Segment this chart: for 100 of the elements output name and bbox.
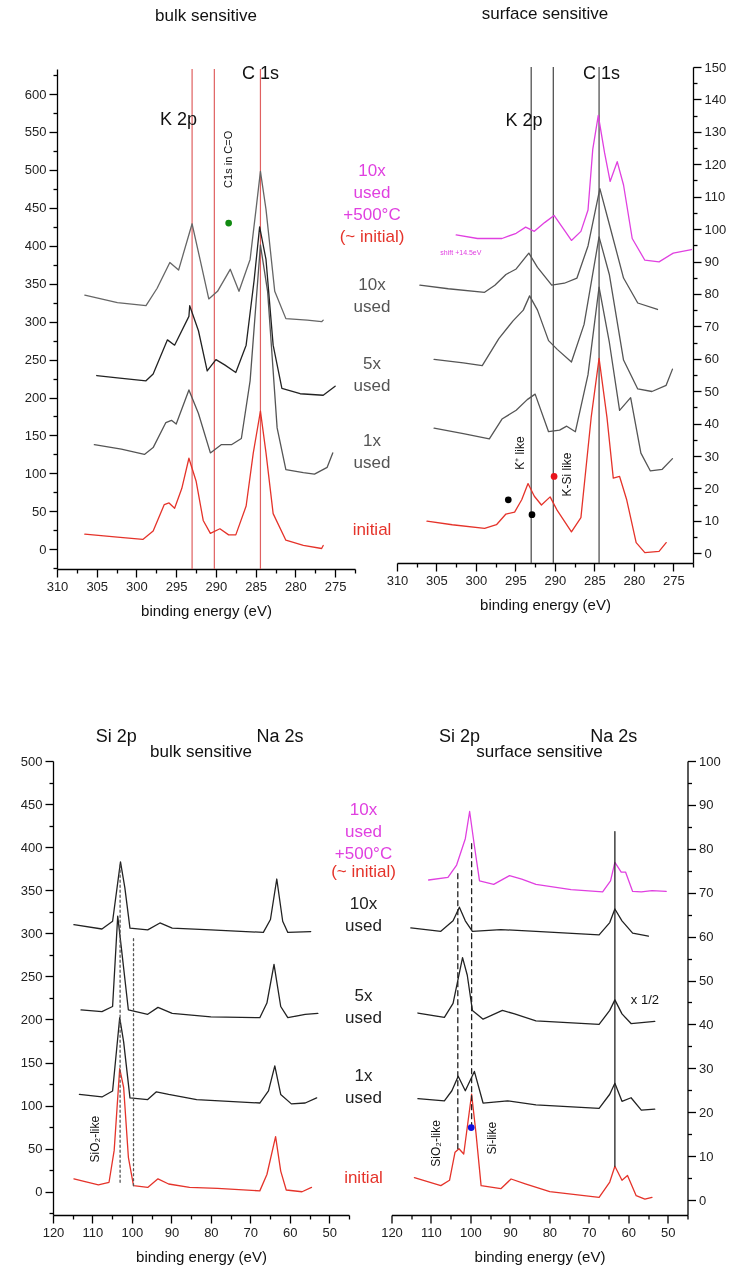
text: Si 2p: [95, 726, 137, 746]
x-tick-label: 90: [164, 1224, 180, 1240]
point: [550, 473, 558, 480]
line-series: [427, 810, 667, 893]
y2-tick-label: 40: [699, 1016, 714, 1032]
text: 10x used +500°C: [334, 799, 393, 863]
x-tick-label: 80: [204, 1224, 219, 1240]
y2-tick-label: 20: [704, 480, 719, 496]
x-tick-label: 275: [662, 572, 685, 588]
annotation: (~ initial): [331, 862, 396, 881]
y2-tick-label: 60: [704, 351, 719, 367]
annotation: K 2p: [160, 108, 198, 129]
x-axis-title: binding energy (eV): [136, 1247, 267, 1265]
x-tick-label: 100: [460, 1224, 482, 1240]
x-axis-title: binding energy (eV): [480, 595, 611, 613]
x-tick-label: 290: [544, 572, 567, 588]
text: 1x used: [345, 1065, 382, 1107]
y2-tick-label: 40: [704, 416, 719, 432]
x-tick-label: 110: [421, 1224, 442, 1240]
y2-tick-label: 70: [699, 885, 714, 901]
x-tick-label: 60: [283, 1224, 298, 1240]
y-tick-label: 450: [24, 200, 47, 216]
y2-tick-label: 100: [704, 221, 727, 237]
y2-tick-label: 100: [699, 753, 721, 769]
text: 5x used: [345, 986, 382, 1028]
y2-tick-label: 70: [704, 318, 719, 334]
x-tick-label: 120: [381, 1224, 403, 1240]
y2-tick-label: 80: [704, 286, 719, 302]
y-tick-label: 50: [32, 503, 47, 519]
y2-tick-label: 50: [704, 383, 719, 399]
series-label: 10x used: [353, 275, 391, 317]
x-tick-label: 280: [285, 578, 307, 594]
x-tick-label: 50: [322, 1224, 337, 1240]
x-tick-label: 120: [42, 1224, 65, 1240]
y-tick-label: 100: [20, 1098, 43, 1114]
line-series: [73, 1067, 313, 1193]
annotation: Si-like: [484, 1121, 499, 1155]
x-tick-label: 110: [82, 1224, 104, 1240]
y-tick-label: 350: [20, 882, 43, 898]
y2-tick-label: 130: [704, 124, 727, 140]
x-tick-label: 310: [386, 572, 409, 588]
y-tick-label: 200: [24, 390, 47, 406]
y-tick-label: 300: [20, 925, 43, 941]
y2-tick-label: 150: [704, 59, 727, 75]
annotation: K⁺ like: [513, 436, 528, 470]
x-axis-title: binding energy (eV): [474, 1247, 606, 1265]
x-tick-label: 305: [86, 578, 109, 594]
line-series: [80, 915, 319, 1019]
x-tick-label: 295: [165, 578, 188, 594]
y2-tick-label: 90: [704, 254, 719, 270]
x-tick-label: 60: [621, 1224, 637, 1240]
y-tick-label: 600: [24, 86, 47, 102]
annotation: SiO₂-like: [88, 1115, 103, 1163]
y-tick-label: 500: [20, 753, 43, 769]
y-tick-label: 500: [24, 162, 47, 178]
y2-tick-label: 20: [699, 1104, 714, 1120]
y-tick-label: 450: [20, 796, 43, 812]
chart-title: bulk sensitive: [154, 5, 258, 25]
chart-title: surface sensitive: [481, 4, 609, 23]
y-tick-label: 200: [20, 1011, 43, 1027]
x-tick-label: 280: [623, 572, 646, 588]
line-series: [96, 226, 336, 396]
series-label: initial: [344, 1167, 383, 1187]
y-tick-label: 150: [24, 427, 47, 443]
line-series: [419, 187, 659, 311]
y2-tick-label: 140: [704, 91, 727, 107]
line-series: [426, 357, 667, 554]
line-series: [433, 236, 674, 393]
text: initial: [352, 520, 392, 540]
y2-tick-label: 30: [704, 448, 719, 464]
line-series: [413, 1093, 653, 1200]
x-tick-label: 70: [243, 1224, 259, 1240]
x-axis-title: binding energy (eV): [141, 601, 272, 619]
y2-tick-label: 120: [704, 156, 727, 172]
x-tick-label: 300: [465, 572, 488, 588]
line-series: [93, 244, 334, 475]
x-tick-label: 70: [582, 1224, 597, 1240]
y-tick-label: 250: [20, 968, 43, 984]
y2-tick-label: 80: [699, 841, 714, 857]
y-tick-label: 400: [20, 839, 43, 855]
annotation: x 1/2: [630, 992, 659, 1008]
y-tick-label: 0: [35, 1184, 43, 1200]
x-tick-label: 310: [46, 578, 69, 594]
x-tick-label: 80: [542, 1224, 558, 1240]
point: [504, 496, 512, 504]
text: 1x used: [353, 431, 391, 473]
y-tick-label: 100: [24, 465, 47, 481]
y2-tick-label: 10: [704, 513, 719, 529]
line-series: [78, 1017, 318, 1105]
annotation: C 1s: [582, 62, 620, 83]
x-tick-label: 300: [126, 578, 148, 594]
x-tick-label: 50: [661, 1224, 676, 1240]
y2-tick-label: 60: [699, 929, 714, 945]
y2-tick-label: 0: [699, 1192, 707, 1208]
x-tick-label: 285: [245, 578, 268, 594]
y2-tick-label: 0: [704, 545, 712, 561]
text: Na 2s: [256, 726, 304, 746]
line-series: [73, 861, 312, 934]
x-tick-label: 100: [121, 1224, 144, 1240]
y-tick-label: 550: [24, 124, 47, 140]
